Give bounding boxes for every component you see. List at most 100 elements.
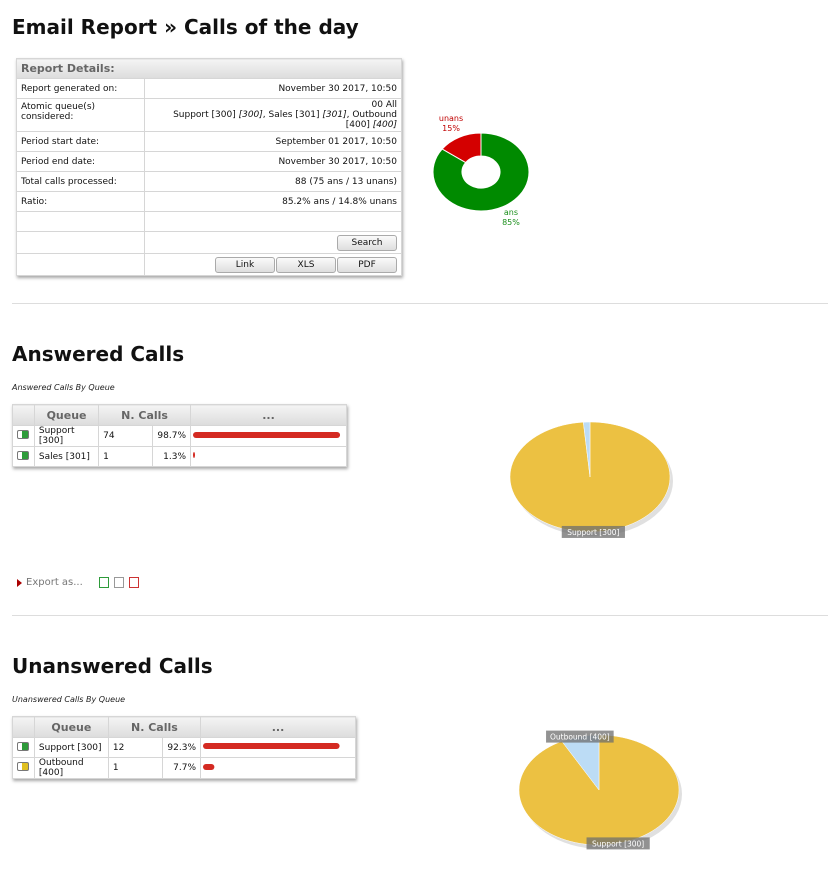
pie-label: Support [300] [592,839,644,848]
percent-bar [193,452,195,458]
bar-cell [200,737,356,758]
row-value: 85.2% ans / 14.8% unans [144,191,402,212]
bar-svg [203,763,215,770]
row-label: Total calls processed: [16,171,145,192]
column-header: ... [190,404,347,426]
pie-label: Outbound [400] [550,733,610,742]
row-value: 88 (75 ans / 13 unans) [144,171,402,192]
section-title: Unanswered Calls [12,654,213,678]
queue-percent: 92.3% [162,737,201,758]
export-button[interactable]: Link [215,256,275,273]
section-subtitle: Unanswered Calls By Queue [12,695,126,704]
cell [16,253,145,276]
report-box: Report Details: Report generated on: Novem… [16,58,402,276]
export-icon[interactable] [128,577,139,588]
bar-cell [190,446,347,467]
queue-pie: Support [300] Outbound [400] [518,730,682,850]
export-arrow [17,578,22,587]
header-cell [12,716,35,738]
queue-segment: Support [300] [173,110,239,120]
queue-segment: [400] [372,120,397,130]
queue-calls: 1 [98,446,154,467]
separator [12,303,828,304]
queue-icon [17,430,29,439]
export-icon[interactable] [98,577,109,588]
cell: Link XLS PDF [144,253,402,276]
report-row: Atomic queue(s) considered: 00 All Support… [16,98,402,132]
queue-row: Support [300] 74 98.7% [12,425,347,447]
queue-segment: [301] [322,110,347,120]
separator [12,615,828,616]
bar-cell [200,757,356,779]
cell [16,211,145,232]
column-header: N. Calls [98,404,191,426]
page-title: Email Report » Calls of the day [12,15,359,39]
column-header: Queue [33,716,109,738]
export-button[interactable]: PDF [337,256,397,273]
bar-svg [193,431,341,438]
report-row: Period start date: September 01 2017, 10:… [16,131,402,152]
header-row: Queue N. Calls... [12,404,347,426]
column-header: Queue [33,404,100,426]
report-heading: Report Details: [16,58,402,79]
pie-label: Support [300] [567,528,619,537]
report-row: Report generated on: November 30 2017, 10… [16,78,402,99]
row-value: 00 All Support [300] [300], Sales [301] [… [144,98,402,132]
queue-calls: 12 [107,737,164,758]
slice-percent: 85% [502,218,520,227]
bar-svg [193,452,195,458]
report-row: Period end date: November 30 2017, 10:50 [16,151,402,172]
header-row: Queue N. Calls... [12,716,356,738]
column-header: ... [200,716,356,738]
percent-bar [203,743,340,749]
export-icon[interactable] [113,577,124,588]
report-row: Total calls processed: 88 (75 ans / 13 un… [16,171,402,192]
icon-cell [12,425,35,447]
icon-cell [12,757,35,779]
search-row: Search [16,231,402,254]
report-row: Ratio: 85.2% ans / 14.8% unans [16,191,402,212]
cell [16,231,145,254]
row-label: Period end date: [16,151,145,172]
queue-table: Queue N. Calls... Support [300] 12 92.3% Outb… [12,716,356,779]
column-header: N. Calls [107,716,202,738]
queue-icon [17,762,29,771]
queue-percent: 1.3% [152,446,191,467]
slice-name: unans [439,114,463,123]
queue-row: Support [300] 12 92.3% [12,737,356,758]
queue-name: Support [300] [33,425,100,447]
search-button[interactable]: Search [337,234,397,251]
queue-icon [17,741,29,751]
cell: Search [144,231,402,254]
percent-bar [193,431,341,438]
bar-svg [203,743,340,749]
queue-segment: , Sales [301] [262,110,323,120]
row-value: November 30 2017, 10:50 [144,78,402,99]
queue-percent: 98.7% [152,425,191,447]
queue-name: Outbound [400] [33,757,109,779]
queue-segment: [300] [238,110,263,120]
queue-name: Sales [301] [33,446,100,467]
donut-slice [432,132,530,212]
section-title: Answered Calls [12,342,185,366]
queue-calls: 74 [98,425,154,447]
queue-list: Support [300] [300], Sales [301] [301], … [149,110,397,130]
slice-percent: 15% [442,124,460,133]
header-row: Report Details: [16,58,402,79]
bar-cell [190,425,347,447]
row-label: Atomic queue(s) considered: [16,98,145,132]
icon-cell [12,737,35,758]
percent-bar [203,763,215,770]
row-label: Period start date: [16,131,145,152]
export-button[interactable]: XLS [276,256,336,273]
pie-label-bg [586,837,650,850]
pie-label-bg [546,730,614,743]
queue-pie: Support [300] [509,421,673,538]
cell [144,211,402,232]
queue-calls: 1 [107,757,164,779]
row-label: Report generated on: [16,78,145,99]
pie-label-bg [561,525,625,538]
export-menu[interactable]: Export as... [17,577,139,588]
